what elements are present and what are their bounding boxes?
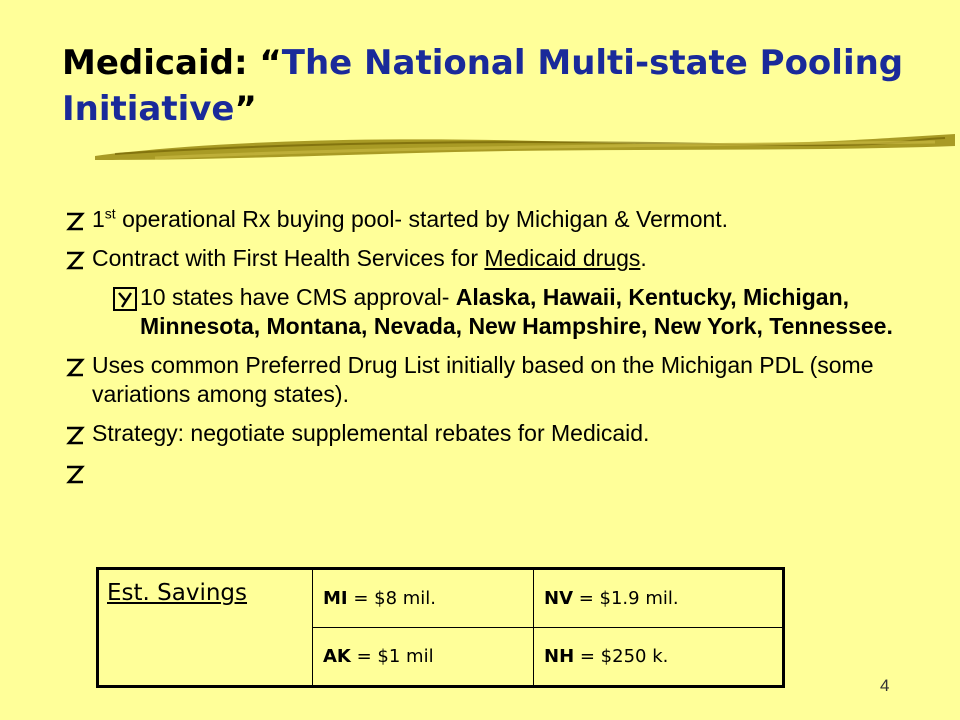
savings-value: = $8 mil. [347, 588, 437, 609]
bullet-text: Strategy: negotiate supplemental rebates… [92, 420, 650, 446]
table-cell: AK = $1 mil [312, 627, 534, 687]
savings-label-cell: Est. Savings [97, 568, 313, 687]
savings-label: Est. Savings [107, 580, 248, 606]
title-main: The National Multi-state Pooling Initiat… [62, 43, 904, 129]
state-code: MI [323, 588, 348, 609]
bullet-text: 10 states have CMS approval- [140, 284, 456, 310]
bullet-item: 1st operational Rx buying pool- started … [58, 205, 938, 234]
y-bullet-icon [113, 287, 137, 311]
bullet-text: 1 [92, 206, 105, 232]
state-code: AK [323, 646, 351, 667]
bullet-text: operational Rx buying pool- started by M… [115, 206, 729, 232]
bullet-text: Uses common Preferred Drug List initiall… [92, 352, 874, 407]
slide-title: Medicaid: “The National Multi-state Pool… [62, 40, 922, 132]
title-suffix: ” [234, 89, 257, 129]
state-code: NH [544, 646, 575, 667]
table-cell: NH = $250 k. [533, 627, 784, 687]
ordinal-superscript: st [104, 205, 116, 222]
table-row: AK = $1 mil NH = $250 k. [98, 627, 784, 687]
z-bullet-icon [66, 358, 85, 377]
z-bullet-icon [66, 251, 85, 270]
savings-table: Est. Savings MI = $8 mil. NV = $1.9 mil.… [96, 567, 785, 688]
medicaid-drugs-link[interactable]: Medicaid drugs [484, 245, 641, 271]
z-bullet-icon [66, 426, 85, 445]
savings-value: = $250 k. [574, 646, 669, 667]
page-number: 4 [880, 676, 890, 695]
bullet-text: Contract with First Health Services for [92, 245, 485, 271]
brush-stroke-divider [95, 134, 955, 160]
table-row: Est. Savings MI = $8 mil. NV = $1.9 mil. [97, 568, 784, 687]
title-prefix: Medicaid: “ [62, 43, 282, 83]
bullet-item: Contract with First Health Services for … [58, 244, 938, 273]
states-list: Alaska, Hawaii, Kentucky, Michigan, Minn… [140, 284, 893, 339]
savings-value: = $1 mil [350, 646, 434, 667]
bullet-item: Strategy: negotiate supplemental rebates… [58, 419, 938, 448]
state-code: NV [544, 588, 573, 609]
bullet-list: 1st operational Rx buying pool- started … [58, 205, 938, 484]
bullet-text: . [640, 245, 647, 271]
bullet-item: Uses common Preferred Drug List initiall… [58, 351, 938, 409]
z-bullet-icon [66, 212, 85, 231]
sub-bullet-item: 10 states have CMS approval- Alaska, Haw… [58, 283, 938, 341]
z-bullet-icon [66, 465, 85, 484]
table-cell: MI = $8 mil. [312, 568, 534, 628]
savings-value: = $1.9 mil. [573, 588, 679, 609]
table-cell: NV = $1.9 mil. [533, 568, 784, 628]
